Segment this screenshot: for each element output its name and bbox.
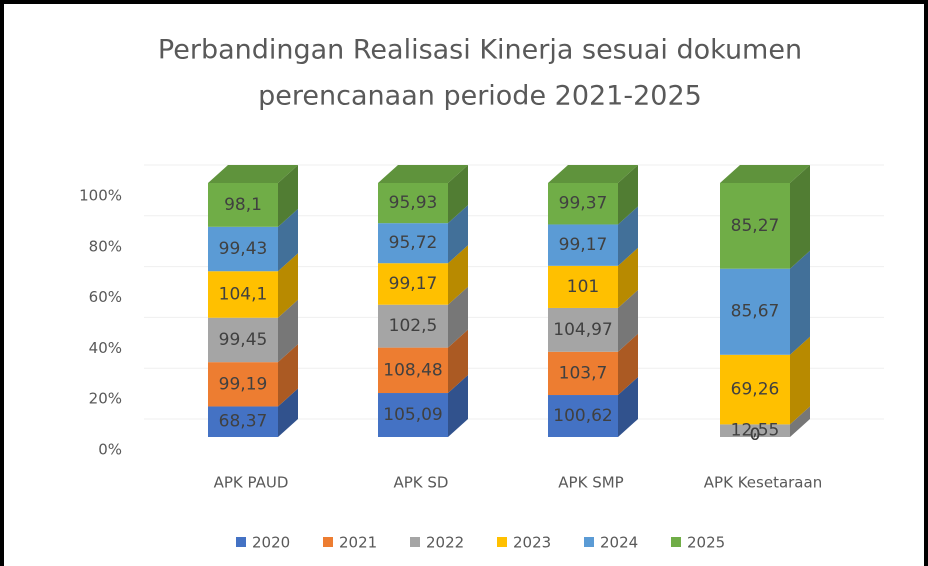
value-label: 95,72 [389,233,438,253]
legend-label: 2023 [513,534,551,552]
x-tick-label: APK SD [394,474,449,492]
bar-segment [378,347,448,394]
bar-side [790,250,810,355]
chart-title: perencanaan periode 2021-2025 [258,81,702,112]
bar-segment [208,183,278,227]
bar-segment [548,183,618,225]
legend-swatch [236,537,246,547]
legend-label: 2022 [426,534,464,552]
bar-side [618,333,638,396]
bar-segment [208,406,278,437]
x-tick-label: APK PAUD [214,474,289,492]
bar-side [448,375,468,437]
legend-swatch [584,537,594,547]
y-tick-label: 80% [89,237,122,255]
legend-swatch [497,537,507,547]
value-label: 104,97 [553,320,612,340]
value-label: 99,17 [559,235,608,255]
bar-side [278,165,298,227]
bar-segment [208,271,278,318]
bar-segment [208,317,278,363]
chart-title: Perbandingan Realisasi Kinerja sesuai do… [158,35,802,66]
bar-side [278,208,298,272]
bar-segment [548,265,618,308]
value-label: 99,17 [389,274,438,294]
value-label: 108,48 [383,360,442,380]
bar-side [448,165,468,224]
bar-segment [548,307,618,352]
y-tick-label: 60% [89,288,122,306]
bar-side [278,388,298,437]
bar-top [208,165,298,183]
bar-segment [720,268,790,355]
bar-segment [378,263,448,305]
bar-side [618,165,638,225]
value-label: 85,27 [731,216,780,236]
bar-side [448,245,468,305]
bar-side [790,165,810,269]
value-label: 95,93 [389,193,438,213]
value-label: 103,7 [559,363,608,383]
legend-label: 2021 [339,534,377,552]
bar-segment [208,226,278,272]
value-label: 0 [750,425,761,445]
bar-side [448,205,468,264]
bar-side [278,253,298,318]
legend-swatch [410,537,420,547]
y-tick-label: 40% [89,339,122,357]
bar-segment [378,304,448,348]
x-tick-label: APK SMP [558,474,623,492]
value-label: 12,55 [731,421,780,441]
legend-swatch [671,537,681,547]
value-label: 85,67 [731,302,780,322]
value-label: 101 [567,277,599,297]
y-tick-label: 100% [79,187,122,205]
value-label: 104,1 [219,284,268,304]
value-label: 0 [750,425,761,445]
bar-segment [720,424,790,437]
bar-segment [378,183,448,224]
bar-segment [208,362,278,407]
bar-segment [720,354,790,425]
bar-segment [720,183,790,269]
bar-side [790,406,810,437]
bar-segment [548,395,618,437]
chart: Perbandingan Realisasi Kinerja sesuai do… [79,35,884,552]
bar-side [618,377,638,437]
bar-segment [548,351,618,396]
bar-segment [378,223,448,264]
bar-side [448,329,468,394]
value-label: 99,37 [559,194,608,214]
value-label: 98,1 [224,195,262,215]
bar-side [618,206,638,266]
bar-top [378,165,468,183]
bar-segment [548,224,618,266]
bar-top [720,165,810,183]
value-label: 99,19 [219,374,268,394]
bar-side [448,286,468,348]
x-tick-label: APK Kesetaraan [704,474,822,492]
value-label: 99,45 [219,330,268,350]
y-tick-label: 20% [89,390,122,408]
legend-label: 2020 [252,534,290,552]
bar-top [548,165,638,183]
bar-segment [378,393,448,437]
value-label: 68,37 [219,412,268,432]
bar-side [278,344,298,407]
bar-side [618,289,638,352]
value-label: 105,09 [383,405,442,425]
y-tick-label: 0% [98,441,122,459]
bar-side [278,299,298,363]
legend-swatch [323,537,333,547]
value-label: 102,5 [389,316,438,336]
value-label: 100,62 [553,406,612,426]
value-label: 99,43 [219,239,268,259]
bar-side [790,336,810,425]
legend-label: 2024 [600,534,638,552]
legend-label: 2025 [687,534,725,552]
bar-side [618,247,638,308]
value-label: 69,26 [731,380,780,400]
